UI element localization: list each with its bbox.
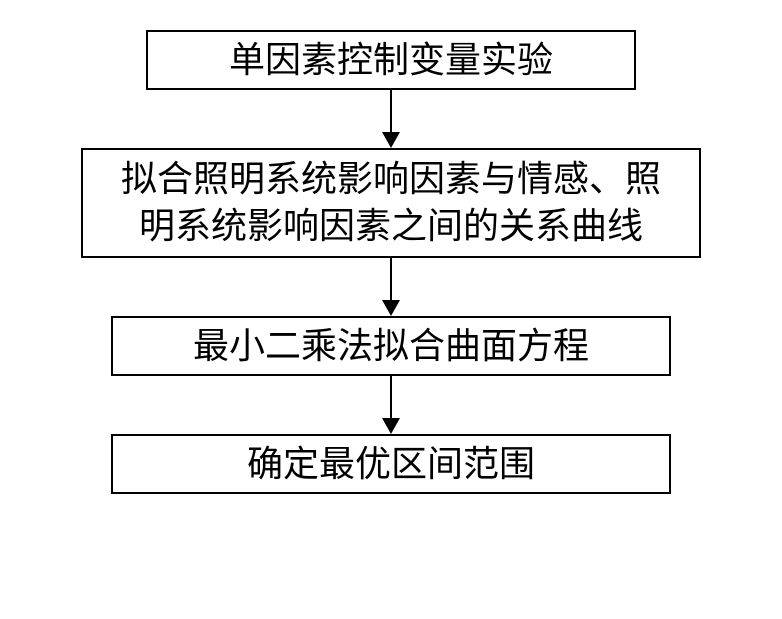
box-3-text: 最小二乘法拟合曲面方程 [193,323,589,370]
flowchart-box-1: 单因素控制变量实验 [146,30,636,90]
flowchart-container: 单因素控制变量实验 拟合照明系统影响因素与情感、照 明系统影响因素之间的关系曲线… [81,30,701,494]
box-4-text: 确定最优区间范围 [247,441,535,488]
arrow-2-head [382,300,400,316]
box-2-text: 拟合照明系统影响因素与情感、照 明系统影响因素之间的关系曲线 [121,156,661,250]
flowchart-box-3: 最小二乘法拟合曲面方程 [111,316,671,376]
arrow-2 [382,258,400,316]
box-1-text: 单因素控制变量实验 [229,37,553,84]
arrow-3 [382,376,400,434]
arrow-3-line [390,376,392,418]
flowchart-box-2: 拟合照明系统影响因素与情感、照 明系统影响因素之间的关系曲线 [81,148,701,258]
arrow-1-head [382,132,400,148]
flowchart-box-4: 确定最优区间范围 [111,434,671,494]
arrow-1-line [390,90,392,132]
arrow-2-line [390,258,392,300]
arrow-3-head [382,418,400,434]
arrow-1 [382,90,400,148]
